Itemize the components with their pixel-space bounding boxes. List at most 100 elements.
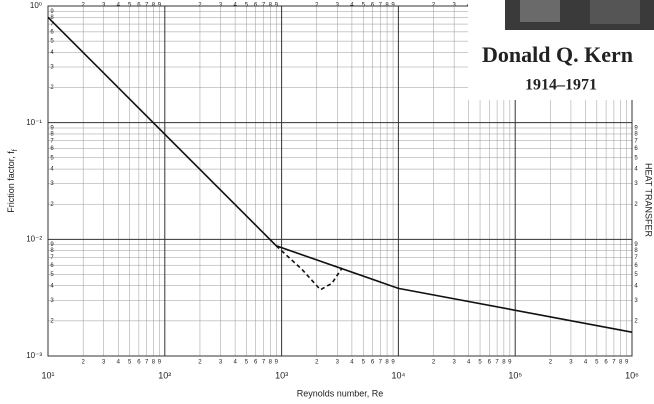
minor-tick-label: 8 [152,360,156,366]
minor-tick-label: 4 [467,360,471,366]
minor-tick-label: 7 [612,360,616,366]
minor-tick-label: 4 [233,360,237,366]
minor-tick-label: 2 [315,360,319,366]
minor-tick-label: 2 [81,360,85,366]
minor-tick-label: 8 [634,132,638,138]
photo-detail [590,0,640,24]
minor-tick-label: 6 [50,263,54,269]
minor-tick-label: 9 [50,9,54,15]
minor-tick-label: 4 [50,50,54,56]
minor-tick-label: 2 [50,202,54,208]
minor-tick-label: 6 [254,360,258,366]
minor-tick-label: 5 [595,360,599,366]
minor-tick-label: 3 [569,360,573,366]
minor-tick-label: 2 [549,360,553,366]
friction-curve [275,245,343,291]
minor-tick-label: 9 [50,242,54,248]
minor-tick-label: 5 [634,155,638,161]
y-tick-label: 10⁰ [30,1,42,10]
minor-tick-label: 4 [350,360,354,366]
minor-tick-label: 2 [198,360,202,366]
minor-tick-label: 3 [634,181,638,187]
photo-detail [520,0,560,22]
minor-tick-label: 5 [634,272,638,278]
minor-tick-label: 5 [50,39,54,45]
minor-tick-label: 4 [50,283,54,289]
minor-tick-label: 5 [245,360,249,366]
right-axis-label: HEAT TRANSFER [644,163,654,238]
x-tick-label: 10³ [275,370,288,380]
minor-tick-label: 2 [50,318,54,324]
inset-name: Donald Q. Kern [482,42,633,67]
minor-tick-label: 4 [117,360,121,366]
x-tick-label: 10¹ [41,370,54,380]
minor-tick-label: 6 [634,146,638,152]
minor-tick-label: 2 [634,202,638,208]
minor-tick-label: 8 [50,15,54,21]
minor-tick-label: 4 [584,360,588,366]
minor-tick-label: 9 [634,242,638,248]
minor-tick-label: 5 [362,360,366,366]
minor-tick-label: 3 [452,360,456,366]
minor-tick-label: 9 [508,360,512,366]
minor-tick-label: 7 [145,360,149,366]
minor-tick-label: 7 [50,22,54,28]
minor-tick-label: 3 [102,360,106,366]
minor-tick-label: 3 [634,298,638,304]
x-tick-label: 10⁴ [391,370,405,380]
grid: 2233445566778899223344556677889922334455… [26,1,639,380]
minor-tick-label: 2 [50,85,54,91]
inset-years: 1914–1971 [525,77,597,94]
minor-tick-label: 7 [50,255,54,261]
minor-tick-label: 7 [495,360,499,366]
minor-tick-label: 6 [371,360,375,366]
minor-tick-label: 8 [634,248,638,254]
inset: Donald Q. Kern 1914–1971 [468,0,654,100]
minor-tick-label: 7 [379,360,383,366]
minor-tick-label: 9 [625,360,629,366]
minor-tick-label: 8 [385,360,389,366]
minor-tick-label: 6 [50,146,54,152]
friction-curve [47,16,633,333]
minor-tick-label: 3 [219,360,223,366]
x-tick-label: 10⁵ [508,370,522,380]
minor-tick-label: 5 [478,360,482,366]
minor-tick-label: 2 [634,318,638,324]
minor-tick-label: 6 [137,360,141,366]
minor-tick-label: 6 [50,29,54,35]
minor-tick-label: 9 [634,126,638,132]
y-tick-label: 10⁻² [26,234,42,243]
minor-tick-label: 4 [50,167,54,173]
plot [47,16,633,333]
y-tick-label: 10⁻³ [26,351,42,360]
x-tick-label: 10² [158,370,171,380]
minor-tick-label: 4 [634,283,638,289]
minor-tick-label: 8 [502,360,506,366]
x-axis-label: Reynolds number, Re [297,388,384,398]
minor-tick-label: 3 [50,298,54,304]
minor-tick-label: 9 [158,360,162,366]
minor-tick-label: 5 [50,272,54,278]
minor-tick-label: 5 [128,360,132,366]
minor-tick-label: 7 [634,255,638,261]
minor-tick-label: 7 [50,138,54,144]
minor-tick-label: 3 [50,181,54,187]
minor-tick-label: 3 [336,360,340,366]
minor-tick-label: 2 [432,360,436,366]
minor-tick-label: 8 [50,132,54,138]
minor-tick-label: 8 [619,360,623,366]
minor-tick-label: 4 [634,167,638,173]
minor-tick-label: 8 [269,360,273,366]
minor-tick-label: 6 [604,360,608,366]
minor-tick-label: 9 [391,360,395,366]
y-tick-label: 10⁻¹ [26,118,42,127]
y-label-text: Friction factor, f [6,151,16,213]
minor-tick-label: 7 [634,138,638,144]
minor-tick-label: 7 [262,360,266,366]
minor-tick-label: 6 [488,360,492,366]
minor-tick-label: 6 [634,263,638,269]
x-tick-label: 10⁶ [625,370,639,380]
minor-tick-label: 8 [50,248,54,254]
minor-tick-label: 9 [275,360,279,366]
